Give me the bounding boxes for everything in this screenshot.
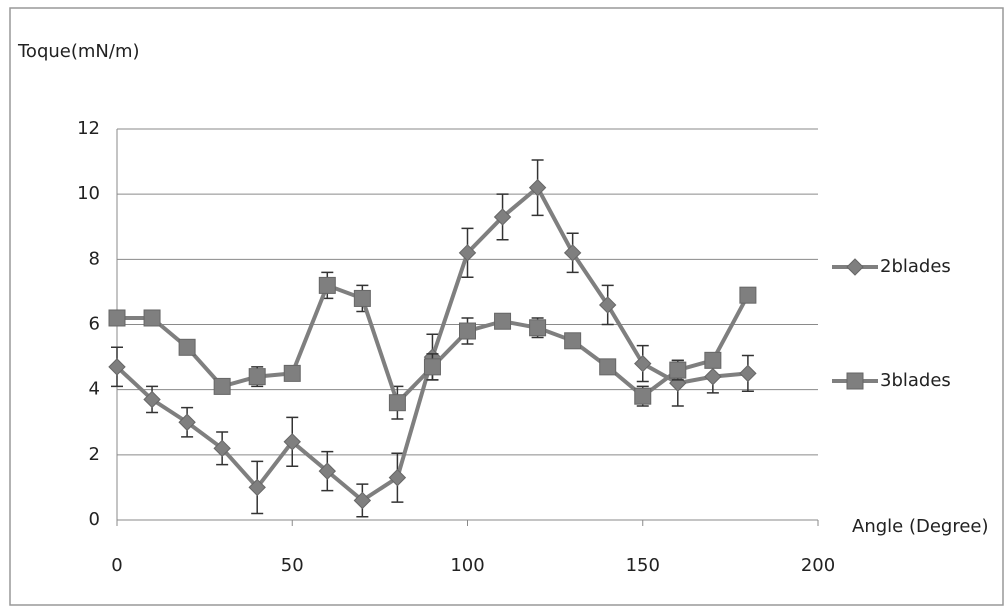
y-tick-label: 12: [77, 118, 100, 139]
y-tick-label: 6: [89, 314, 100, 335]
x-tick-label: 100: [450, 555, 484, 576]
x-tick-label: 200: [801, 555, 835, 576]
y-tick-label: 10: [77, 183, 100, 204]
x-tick-label: 0: [111, 555, 122, 576]
marker: [705, 352, 721, 368]
marker: [670, 362, 686, 378]
x-tick-label: 50: [281, 555, 304, 576]
marker: [565, 333, 581, 349]
y-axis-label: Toque(mN/m): [17, 41, 140, 62]
marker: [354, 290, 370, 306]
marker: [530, 320, 546, 336]
marker: [179, 339, 195, 355]
marker: [109, 310, 125, 326]
marker: [495, 313, 511, 329]
marker: [249, 369, 265, 385]
legend-marker: [847, 373, 863, 389]
marker: [424, 359, 440, 375]
x-tick-label: 150: [626, 555, 660, 576]
marker: [144, 310, 160, 326]
marker: [460, 323, 476, 339]
y-tick-label: 2: [89, 444, 100, 465]
marker: [389, 395, 405, 411]
y-tick-label: 8: [89, 248, 100, 269]
marker: [635, 388, 651, 404]
legend-label: 3blades: [880, 370, 951, 391]
x-axis-label: Angle (Degree): [852, 516, 989, 537]
legend-label: 2blades: [880, 256, 951, 277]
marker: [214, 378, 230, 394]
marker: [600, 359, 616, 375]
chart: Toque(mN/m) Angle (Degree) 0 2 4 6 8 10 12 0 50 1…: [0, 0, 1007, 610]
marker: [319, 277, 335, 293]
y-tick-label: 4: [89, 379, 100, 400]
marker: [284, 365, 300, 381]
marker: [740, 287, 756, 303]
y-tick-label: 0: [89, 509, 100, 530]
